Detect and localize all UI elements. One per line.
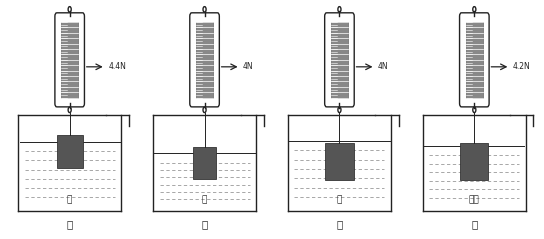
FancyBboxPatch shape [460, 13, 489, 107]
Text: 丁: 丁 [471, 220, 478, 230]
FancyBboxPatch shape [55, 13, 84, 107]
Bar [61, 22, 78, 98]
Text: 4N: 4N [378, 62, 388, 71]
Text: 酒精: 酒精 [469, 196, 480, 204]
Text: 4.4N: 4.4N [108, 62, 126, 71]
FancyBboxPatch shape [325, 13, 354, 107]
Bar [57, 136, 83, 168]
Text: 乙: 乙 [201, 220, 208, 230]
Text: 4.2N: 4.2N [513, 62, 530, 71]
Text: 水: 水 [202, 196, 207, 204]
Text: 水: 水 [67, 196, 72, 204]
Bar [460, 143, 489, 179]
Text: 水: 水 [337, 196, 342, 204]
FancyBboxPatch shape [190, 13, 219, 107]
Text: 丙: 丙 [336, 220, 343, 230]
Text: 4N: 4N [243, 62, 254, 71]
Bar [466, 22, 483, 98]
Bar [331, 22, 348, 98]
Bar [325, 143, 354, 179]
Text: 甲: 甲 [66, 220, 73, 230]
Bar [193, 147, 216, 179]
Bar [196, 22, 213, 98]
